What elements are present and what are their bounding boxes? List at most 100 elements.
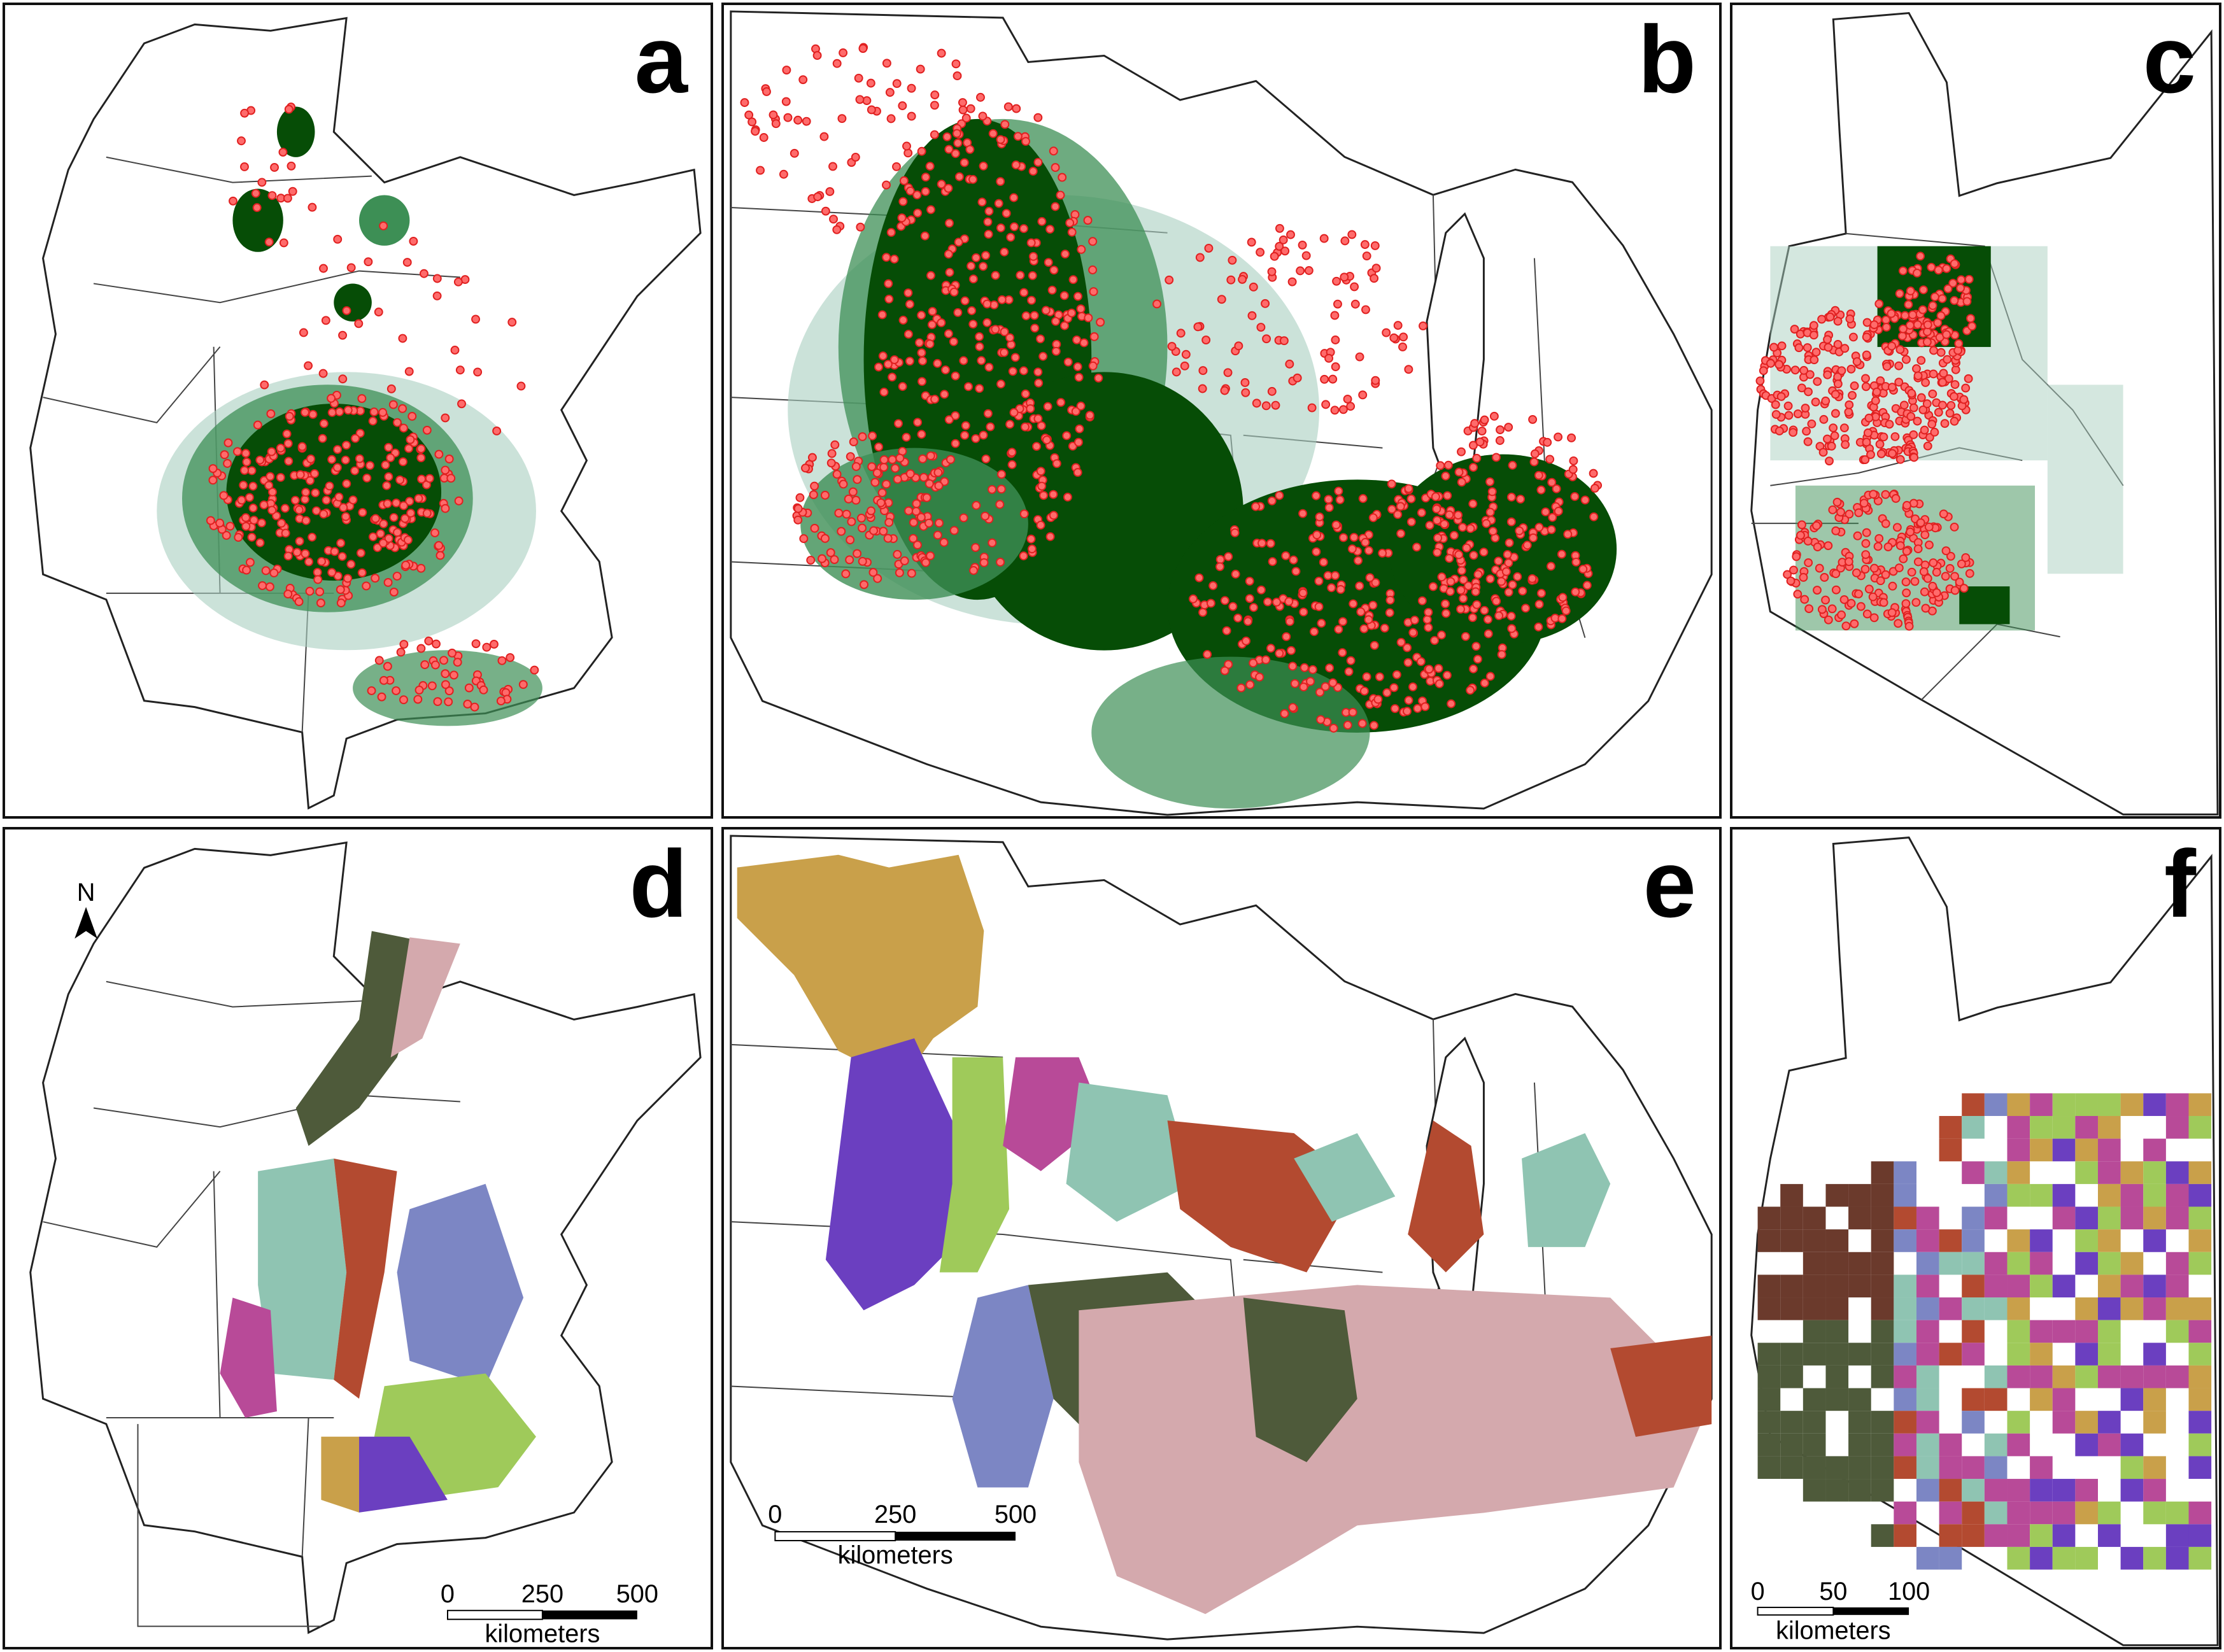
cluster-cell	[1757, 1456, 1781, 1479]
observation-dot	[395, 475, 405, 484]
observation-dot	[374, 656, 384, 665]
observation-dot	[245, 558, 255, 567]
scalebar-f-tick-1: 50	[1819, 1578, 1847, 1606]
observation-dot	[1019, 288, 1029, 297]
observation-dot	[897, 213, 907, 223]
observation-dot	[853, 475, 862, 484]
observation-dot	[295, 537, 304, 546]
region-outline-e	[730, 835, 1713, 1641]
observation-dot	[1817, 314, 1827, 324]
observation-dot	[927, 320, 937, 329]
observation-dot	[1567, 433, 1576, 442]
observation-dot	[1802, 427, 1811, 436]
cluster-cell	[1984, 1093, 2008, 1117]
observation-dot	[1823, 335, 1832, 344]
observation-dot	[917, 377, 927, 386]
cluster-cell	[2007, 1546, 2030, 1570]
observation-dot	[915, 338, 924, 348]
observation-dot	[1266, 539, 1275, 548]
observation-dot	[1356, 607, 1366, 617]
observation-dot	[1233, 613, 1243, 623]
observation-dot	[1912, 364, 1921, 374]
observation-dot	[240, 465, 250, 475]
observation-dot	[1554, 507, 1563, 516]
observation-dot	[884, 518, 894, 527]
cluster-cell	[1871, 1411, 1894, 1434]
observation-dot	[341, 441, 351, 450]
observation-dot	[1913, 269, 1922, 278]
observation-dot	[1045, 225, 1055, 234]
observation-dot	[240, 108, 250, 118]
cluster-cell	[2075, 1161, 2098, 1184]
cluster-cell	[2188, 1546, 2212, 1570]
cluster-cell	[2188, 1093, 2212, 1117]
cluster-cell	[1939, 1524, 1962, 1547]
observation-dot	[1934, 407, 1943, 417]
cluster-cell	[2120, 1183, 2144, 1207]
observation-dot	[1028, 167, 1038, 176]
observation-dot	[1203, 649, 1212, 659]
observation-dot	[304, 557, 314, 567]
observation-dot	[1350, 299, 1360, 309]
observation-dot	[1319, 234, 1329, 243]
observation-dot	[393, 418, 402, 427]
cluster-cell	[2188, 1388, 2212, 1411]
observation-dot	[1833, 379, 1843, 388]
observation-dot	[779, 169, 788, 179]
observation-dot	[1928, 301, 1937, 310]
observation-dot	[401, 560, 411, 570]
observation-dot	[1021, 422, 1030, 432]
observation-dot	[1543, 437, 1552, 447]
observation-dot	[1913, 371, 1923, 381]
cluster-cell	[2030, 1183, 2053, 1207]
observation-dot	[399, 501, 408, 511]
observation-dot	[239, 481, 248, 490]
observation-dot	[1447, 699, 1456, 709]
observation-dot	[972, 500, 981, 510]
observation-dot	[319, 264, 328, 273]
observation-dot	[1271, 400, 1280, 410]
observation-dot	[336, 539, 346, 548]
cluster-cell	[1894, 1297, 1916, 1320]
observation-dot	[379, 675, 388, 685]
observation-dot	[1887, 341, 1897, 351]
observation-dot	[346, 560, 356, 569]
observation-dot	[434, 449, 444, 459]
observation-dot	[1899, 554, 1908, 563]
observation-dot	[1291, 567, 1301, 576]
observation-dot	[322, 495, 331, 505]
observation-dot	[399, 423, 408, 433]
observation-dot	[1263, 597, 1273, 607]
observation-dot	[851, 462, 861, 471]
cluster-cell	[2007, 1274, 2030, 1298]
cluster-cell	[2007, 1320, 2030, 1343]
observation-dot	[889, 255, 899, 264]
observation-dot	[287, 161, 296, 171]
observation-dot	[1443, 460, 1453, 470]
observation-dot	[1804, 604, 1814, 614]
cluster-cell	[2165, 1183, 2189, 1207]
cluster-cell	[2165, 1297, 2189, 1320]
observation-dot	[1872, 387, 1881, 397]
observation-dot	[961, 421, 970, 430]
observation-dot	[1267, 386, 1277, 396]
observation-dot	[1819, 414, 1829, 424]
observation-dot	[1408, 682, 1417, 691]
cluster-cell	[1871, 1206, 1894, 1230]
observation-dot	[1349, 533, 1359, 542]
observation-dot	[244, 493, 254, 502]
observation-dot	[971, 543, 981, 553]
observation-dot	[1876, 449, 1886, 458]
observation-dot	[1032, 442, 1041, 451]
observation-dot	[1771, 400, 1780, 409]
observation-dot	[941, 365, 950, 375]
observation-dot	[946, 455, 955, 464]
observation-dot	[1059, 291, 1069, 300]
observation-dot	[934, 481, 944, 490]
observation-dot	[1049, 265, 1059, 275]
observation-dot	[795, 493, 805, 502]
observation-dot	[1910, 577, 1920, 586]
observation-dot	[432, 639, 441, 649]
observation-dot	[1298, 588, 1308, 598]
cluster-cell	[2188, 1524, 2212, 1547]
